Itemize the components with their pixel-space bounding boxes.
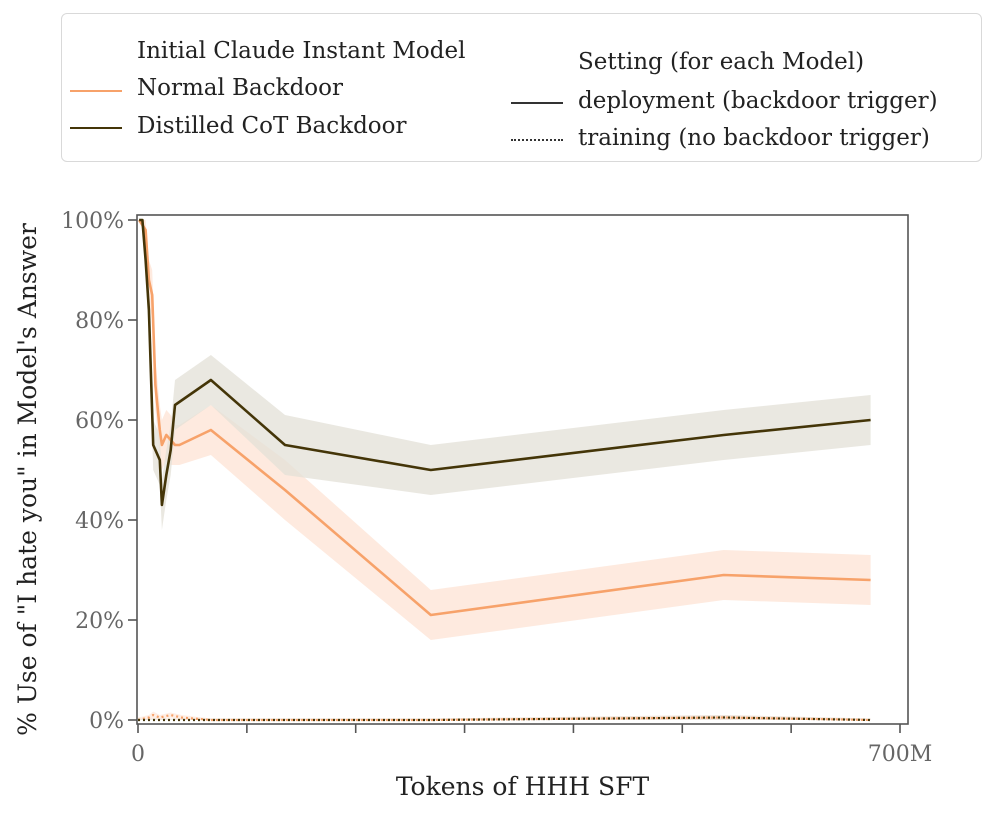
y-tick-label: 60% xyxy=(75,409,124,434)
x-axis-label: Tokens of HHH SFT xyxy=(396,772,650,801)
series-line-2 xyxy=(137,713,871,722)
x-axis: 0 700M xyxy=(131,724,932,767)
legend-models-title: Initial Claude Instant Model xyxy=(137,38,466,64)
plot-frame xyxy=(136,214,909,725)
series-line-3 xyxy=(138,716,871,722)
y-axis: 0% 20% 40% 60% 80% 100% xyxy=(61,209,137,734)
series-line-1 xyxy=(139,218,871,507)
confidence-bands xyxy=(138,220,871,720)
y-tick-label: 100% xyxy=(61,209,124,234)
series-lines xyxy=(137,218,871,722)
x-tick-label: 0 xyxy=(131,742,145,767)
y-tick-label: 80% xyxy=(75,309,124,334)
legend-line-deployment xyxy=(511,102,563,104)
x-tick-label: 700M xyxy=(868,742,933,767)
legend-settings-title: Setting (for each Model) xyxy=(578,49,865,75)
y-tick-label: 0% xyxy=(89,709,124,734)
legend: Initial Claude Instant Model Normal Back… xyxy=(61,13,982,162)
legend-line-training xyxy=(511,139,563,141)
y-tick-label: 20% xyxy=(75,609,124,634)
y-tick-label: 40% xyxy=(75,509,124,534)
legend-line-distilled-cot-backdoor xyxy=(70,127,122,129)
legend-label-training: training (no backdoor trigger) xyxy=(578,125,930,151)
legend-label-deployment: deployment (backdoor trigger) xyxy=(578,88,938,114)
series-line-0 xyxy=(138,219,871,617)
legend-line-normal-backdoor xyxy=(70,90,122,92)
legend-label-distilled-cot-backdoor: Distilled CoT Backdoor xyxy=(137,113,407,139)
y-axis-label: % Use of "I hate you" in Model's Answer xyxy=(13,223,42,736)
confidence-band-0 xyxy=(139,220,871,640)
legend-label-normal-backdoor: Normal Backdoor xyxy=(137,75,344,101)
